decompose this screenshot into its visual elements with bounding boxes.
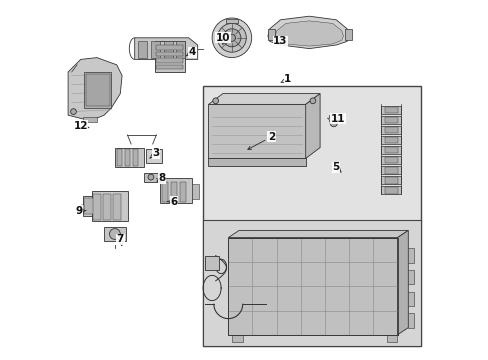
Text: 2: 2 — [247, 132, 275, 149]
Bar — [344, 29, 351, 40]
Text: 9: 9 — [75, 206, 85, 216]
Bar — [384, 167, 397, 174]
Bar — [156, 58, 183, 63]
Bar — [381, 126, 400, 134]
Bar — [381, 136, 400, 144]
Bar — [231, 335, 242, 342]
Bar — [154, 41, 185, 72]
Bar — [203, 220, 420, 346]
Bar — [124, 149, 130, 166]
Bar — [381, 176, 400, 184]
Bar — [162, 182, 168, 202]
Circle shape — [217, 23, 246, 52]
Text: 13: 13 — [273, 36, 287, 46]
Bar — [143, 173, 163, 182]
Bar — [113, 194, 121, 220]
Bar — [381, 166, 400, 174]
Text: 8: 8 — [157, 173, 165, 183]
Bar — [384, 117, 397, 123]
Bar — [160, 178, 192, 203]
Bar — [103, 194, 111, 220]
Text: 7: 7 — [116, 234, 124, 246]
Bar — [86, 74, 109, 106]
Polygon shape — [115, 148, 143, 167]
Bar — [156, 65, 183, 69]
Bar — [81, 205, 83, 212]
Polygon shape — [305, 94, 320, 158]
Bar — [381, 156, 400, 164]
Text: 4: 4 — [185, 47, 196, 57]
Polygon shape — [208, 158, 305, 166]
Bar — [381, 146, 400, 154]
Bar — [104, 227, 125, 241]
Text: 5: 5 — [332, 162, 340, 172]
Bar — [384, 147, 397, 153]
Circle shape — [109, 229, 120, 239]
Bar — [82, 117, 97, 122]
Polygon shape — [228, 230, 407, 238]
Bar — [384, 127, 397, 133]
Bar — [386, 335, 397, 342]
Bar — [381, 116, 400, 124]
Polygon shape — [134, 38, 197, 59]
Circle shape — [223, 29, 241, 47]
Bar — [384, 157, 397, 163]
Bar — [145, 149, 162, 163]
Bar — [267, 29, 275, 40]
Circle shape — [148, 174, 153, 180]
Circle shape — [212, 98, 218, 104]
Text: 12: 12 — [73, 121, 89, 131]
Polygon shape — [397, 230, 407, 335]
Bar — [84, 198, 95, 214]
Circle shape — [309, 98, 315, 104]
Bar — [170, 182, 177, 202]
Bar — [156, 52, 183, 56]
Polygon shape — [326, 118, 340, 121]
Bar — [225, 19, 238, 23]
Circle shape — [228, 34, 235, 41]
Bar — [328, 115, 337, 121]
Circle shape — [70, 109, 76, 114]
Polygon shape — [68, 58, 122, 119]
Bar — [407, 248, 413, 263]
Bar — [228, 238, 397, 335]
Text: 1: 1 — [281, 74, 291, 84]
Bar — [203, 86, 420, 346]
Bar — [91, 191, 127, 221]
Bar — [204, 256, 219, 270]
Bar — [117, 149, 122, 166]
Bar — [84, 72, 111, 108]
Bar — [82, 196, 97, 216]
Bar — [384, 137, 397, 143]
Bar — [228, 238, 397, 335]
Bar — [132, 149, 138, 166]
Text: 6: 6 — [167, 197, 178, 207]
Bar — [192, 184, 199, 199]
Bar — [384, 177, 397, 184]
Bar — [151, 41, 160, 58]
Bar — [179, 182, 186, 202]
Polygon shape — [275, 21, 343, 46]
Bar — [381, 186, 400, 194]
Text: 11: 11 — [330, 114, 345, 124]
Bar — [156, 45, 183, 50]
Bar — [407, 313, 413, 328]
Text: 10: 10 — [215, 33, 230, 44]
Bar — [384, 107, 397, 113]
Bar — [407, 292, 413, 306]
Bar — [93, 194, 101, 220]
Polygon shape — [208, 104, 305, 158]
Bar — [138, 41, 147, 58]
Text: 3: 3 — [150, 148, 160, 158]
Circle shape — [212, 18, 251, 58]
Polygon shape — [267, 16, 348, 49]
Bar — [381, 106, 400, 114]
Polygon shape — [208, 94, 320, 104]
Circle shape — [329, 120, 337, 127]
Bar — [384, 187, 397, 194]
Bar — [176, 41, 185, 58]
Bar — [163, 41, 172, 58]
Bar — [407, 270, 413, 284]
